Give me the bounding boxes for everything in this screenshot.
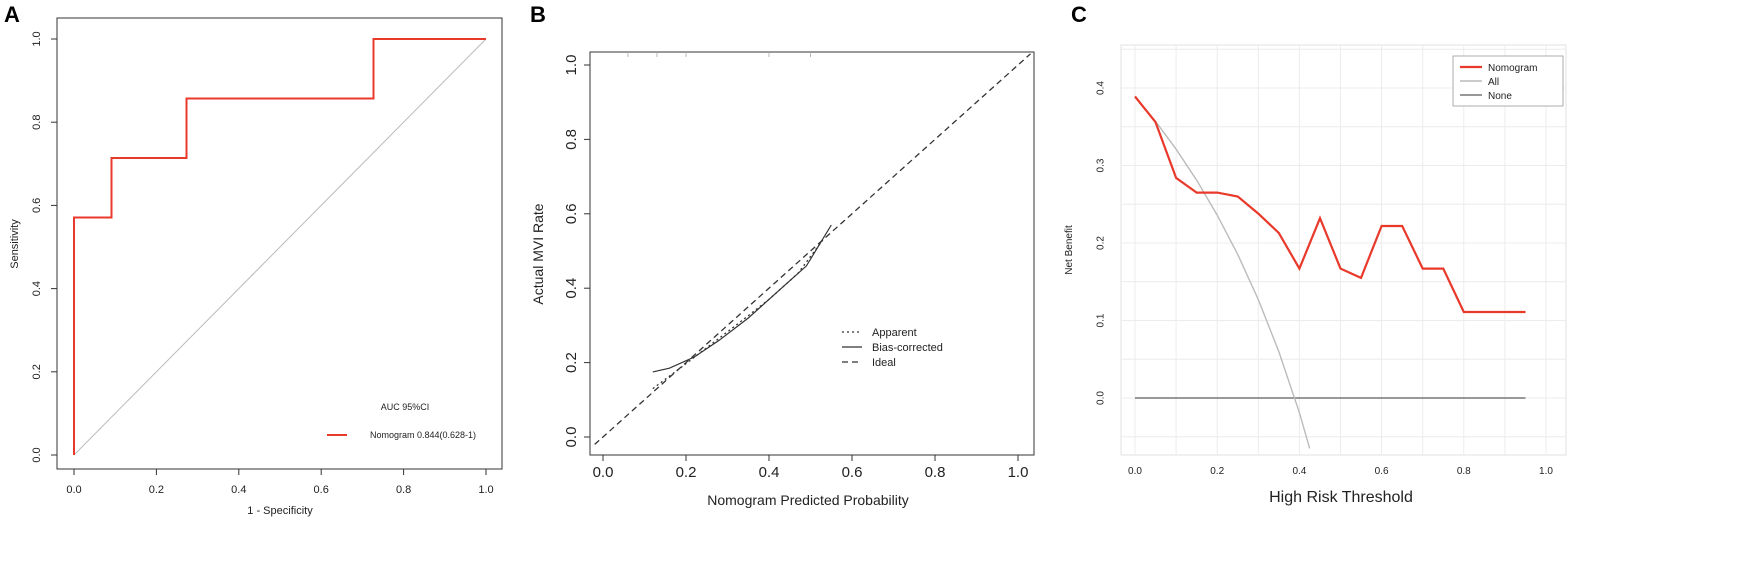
y-tick-label-a: 0.8 [31,115,43,130]
x-tick-label-b: 0.0 [593,464,614,481]
y-tick-label-b: 0.6 [563,203,580,224]
decision-curve-all [1134,96,1311,449]
calibration-line-bias-corrected [652,224,832,373]
legend-label-nomogram-a: Nomogram 0.844(0.628-1) [370,430,476,440]
y-axis-label-b: Actual MVI Rate [530,203,546,304]
y-tick-label-b: 0.0 [563,427,580,448]
plot-frame-a [56,17,503,470]
x-tick-label-b: 1.0 [1008,464,1029,481]
calibration-line-ideal [594,53,1031,445]
x-tick-label-a: 0.2 [149,484,164,496]
y-tick-label-c: 0.0 [1096,391,1107,405]
x-tick-label-b: 0.8 [925,464,946,481]
x-tick-label-c: 0.2 [1210,466,1224,477]
x-axis-label-b: Nomogram Predicted Probability [707,492,909,508]
x-tick-label-b: 0.6 [842,464,863,481]
x-tick-label-a: 1.0 [478,484,493,496]
roc-curve-nomogram [73,38,486,455]
legend-label-apparent: Apparent [872,327,917,339]
legend-label-nomogram-c: Nomogram [1488,63,1537,74]
legend-label-ideal: Ideal [872,357,896,369]
y-tick-label-a: 0.6 [31,198,43,213]
y-tick-label-c: 0.1 [1096,313,1107,327]
plot-area-c [1120,44,1567,456]
y-tick-label-c: 0.4 [1096,81,1107,95]
x-axis-label-a: 1 - Specificity [247,505,313,517]
y-tick-label-c: 0.3 [1096,158,1107,172]
x-tick-label-a: 0.0 [66,484,81,496]
y-tick-label-a: 0.4 [31,281,43,296]
x-tick-label-a: 0.4 [231,484,246,496]
y-tick-label-a: 1.0 [31,31,43,46]
y-tick-label-c: 0.2 [1096,236,1107,250]
x-tick-label-c: 1.0 [1539,466,1553,477]
legend-label-all-c: All [1488,77,1499,88]
x-tick-label-c: 0.8 [1457,466,1471,477]
x-tick-label-a: 0.6 [314,484,329,496]
decision-curve-nomogram [1134,95,1526,314]
x-tick-label-b: 0.4 [759,464,780,481]
y-tick-label-b: 0.4 [563,278,580,299]
y-tick-label-a: 0.0 [31,447,43,462]
x-tick-label-c: 0.4 [1292,466,1306,477]
x-tick-label-c: 0.0 [1128,466,1142,477]
y-tick-label-b: 1.0 [563,55,580,76]
reference-diagonal-a [73,38,487,456]
panel-label-c: C [1071,2,1087,27]
x-tick-label-b: 0.2 [676,464,697,481]
y-tick-label-b: 0.8 [563,129,580,150]
x-tick-label-a: 0.8 [396,484,411,496]
plot-frame-b [589,51,1035,456]
legend-title-a: AUC 95%CI [381,402,430,412]
x-axis-label-c: High Risk Threshold [1269,489,1413,506]
panel-label-a: A [4,2,20,27]
y-tick-label-b: 0.2 [563,352,580,373]
panel-label-b: B [530,2,546,27]
y-axis-label-a: Sensitivity [9,219,21,269]
y-axis-label-c: Net Benefit [1064,225,1075,275]
x-tick-label-c: 0.6 [1375,466,1389,477]
legend-label-none-c: None [1488,91,1512,102]
y-tick-label-a: 0.2 [31,364,43,379]
legend-label-bias-corrected: Bias-corrected [872,342,943,354]
